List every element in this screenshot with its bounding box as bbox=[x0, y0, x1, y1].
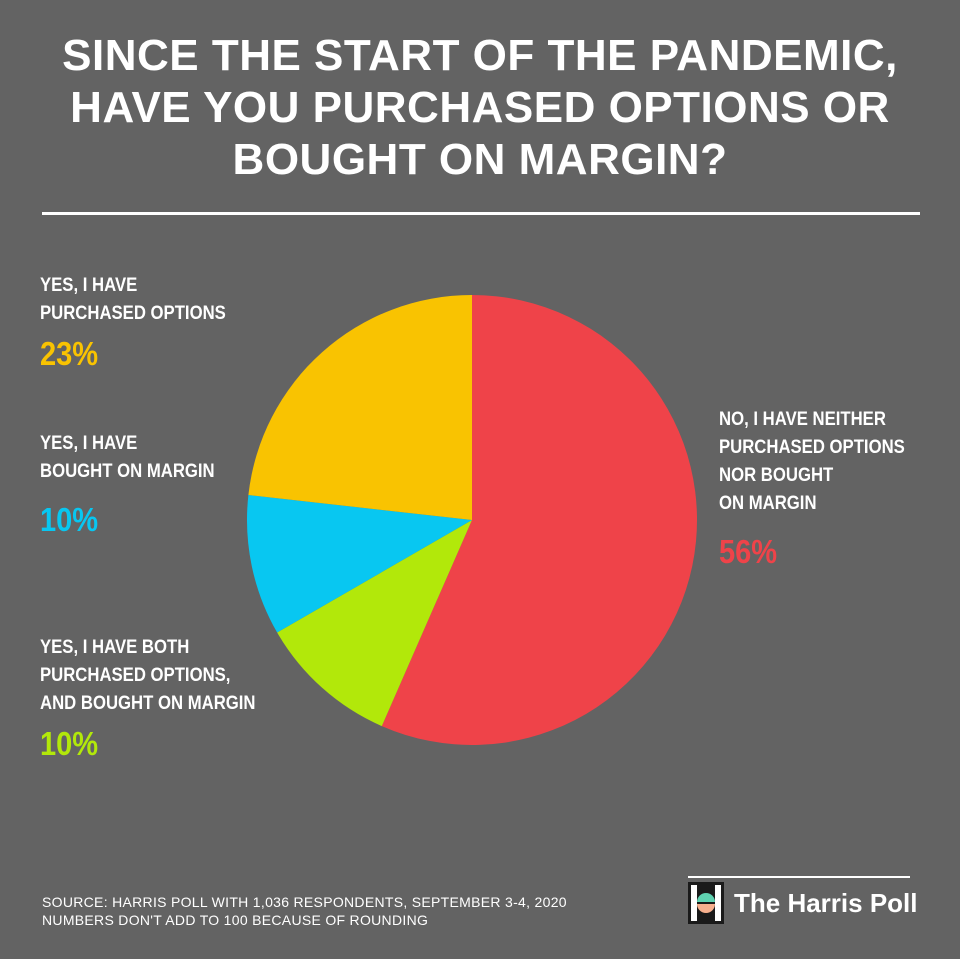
label-both: YES, I HAVE BOTH PURCHASED OPTIONS, AND … bbox=[40, 634, 256, 764]
source-line: SOURCE: HARRIS POLL WITH 1,036 RESPONDEN… bbox=[42, 894, 567, 910]
label-line: NOR BOUGHT bbox=[719, 465, 834, 486]
brand-name: The Harris Poll bbox=[734, 887, 918, 918]
label-line: PURCHASED OPTIONS bbox=[719, 437, 905, 458]
brand-logo: The Harris Poll bbox=[688, 882, 918, 924]
title-line: BOUGHT ON MARGIN? bbox=[232, 135, 728, 184]
label-line: YES, I HAVE bbox=[40, 433, 138, 454]
percent-purchased-options: 23% bbox=[40, 335, 99, 372]
percent-both: 10% bbox=[40, 725, 99, 762]
label-line: YES, I HAVE BOTH bbox=[40, 637, 190, 658]
source-note: SOURCE: HARRIS POLL WITH 1,036 RESPONDEN… bbox=[42, 893, 567, 929]
title-line: HAVE YOU PURCHASED OPTIONS OR bbox=[70, 83, 890, 132]
title-line: SINCE THE START OF THE PANDEMIC, bbox=[62, 31, 898, 80]
pie-slice-2 bbox=[247, 495, 472, 633]
label-neither: NO, I HAVE NEITHER PURCHASED OPTIONS NOR… bbox=[719, 406, 905, 572]
label-line: ON MARGIN bbox=[719, 493, 817, 514]
footer-divider bbox=[688, 876, 910, 878]
pie-slice-3 bbox=[248, 295, 472, 520]
source-line: NUMBERS DON'T ADD TO 100 BECAUSE OF ROUN… bbox=[42, 912, 429, 928]
label-line: AND BOUGHT ON MARGIN bbox=[40, 693, 256, 714]
label-line: PURCHASED OPTIONS, bbox=[40, 665, 231, 686]
label-line: NO, I HAVE NEITHER bbox=[719, 409, 886, 430]
pie-slice-0 bbox=[381, 295, 698, 745]
title-divider bbox=[42, 212, 920, 215]
label-line: PURCHASED OPTIONS bbox=[40, 303, 226, 324]
label-line: BOUGHT ON MARGIN bbox=[40, 461, 215, 482]
percent-bought-on-margin: 10% bbox=[40, 501, 99, 538]
chart-title: SINCE THE START OF THE PANDEMIC, HAVE YO… bbox=[0, 30, 960, 186]
pie-slice-1 bbox=[277, 520, 472, 727]
label-bought-on-margin: YES, I HAVE BOUGHT ON MARGIN 10% bbox=[40, 430, 215, 540]
percent-neither: 56% bbox=[719, 533, 778, 570]
harris-poll-logo-icon bbox=[688, 882, 724, 924]
label-line: YES, I HAVE bbox=[40, 275, 138, 296]
label-purchased-options: YES, I HAVE PURCHASED OPTIONS 23% bbox=[40, 272, 226, 374]
